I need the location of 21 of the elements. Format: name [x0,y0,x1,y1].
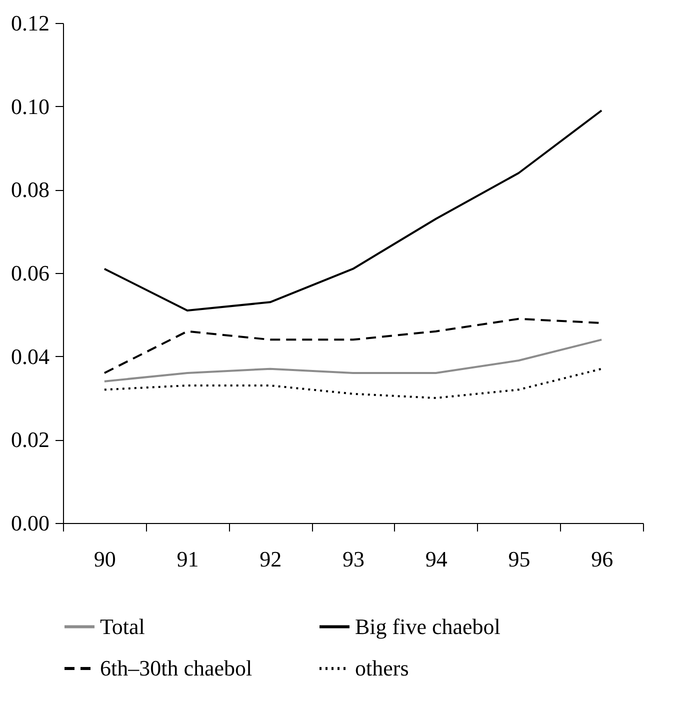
x-tick-label: 90 [94,546,116,572]
line-series [103,368,603,399]
y-tick-label: 0.04 [11,344,50,369]
y-tick-label: 0.02 [11,427,50,452]
y-tick-label: 0.06 [11,260,50,286]
x-tick-label: 93 [342,546,364,572]
x-tick-label: 95 [508,546,530,572]
y-tick-label: 0.00 [11,510,50,536]
x-tick-label: 96 [591,546,614,572]
x-tick-label: 92 [260,546,282,572]
y-tick-label: 0.10 [11,94,50,119]
legend-label: 6th–30th chaebol [100,656,252,680]
y-tick-label: 0.12 [11,10,50,36]
y-tick-label: 0.08 [11,177,50,202]
x-tick-label: 94 [425,546,448,572]
legend-label: Big five chaebol [355,614,500,639]
line-series [103,110,603,312]
x-tick-label: 91 [176,546,199,572]
line-series [103,338,603,382]
legend-label: Total [100,614,145,639]
legend-label: others [355,656,409,680]
